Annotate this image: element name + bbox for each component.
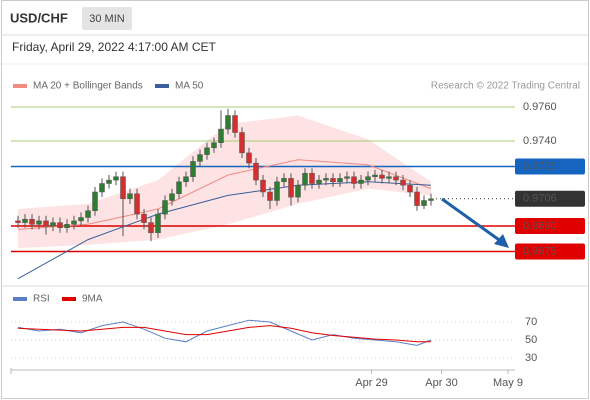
candle-body [99,183,105,193]
candle-body [239,132,245,154]
candle-body [148,222,154,234]
candle-body [358,179,364,184]
forecast-arrow [441,197,509,248]
candle-body [365,176,371,181]
candle-body [260,179,266,193]
candle-body [379,174,385,179]
candle-body [211,142,217,149]
source: Research © 2022 Trading Central [431,81,580,92]
candle-body [407,184,413,193]
candle-body [337,178,343,183]
level-label: 0.9725 [523,160,557,172]
candle-body [288,178,294,198]
candle-body [246,152,252,164]
timeframe-badge[interactable] [82,7,132,30]
candle-body [92,191,98,211]
candle-body [386,176,392,179]
candle-body [183,176,189,183]
series-line [17,325,431,343]
level-badge [515,218,585,234]
candle-body [421,200,427,206]
candle-body [78,217,84,222]
candle-body [29,218,35,225]
y-tick-label: 70 [525,316,537,328]
candle-body [330,178,336,183]
legend-label: RSI [33,294,50,305]
candle-body [267,191,273,201]
level-label: 0.9760 [523,101,557,113]
candle-body [302,173,308,186]
candle-body [344,176,350,179]
subtitle: Friday, April 29, 2022 4:17:00 AM CET [12,40,217,54]
candle-body [64,224,70,228]
candle-body [134,193,140,215]
candle-body [169,193,175,201]
bollinger-band [18,115,431,249]
candle-body [155,213,161,234]
y-tick-label: 30 [525,352,537,364]
level-badge [515,243,585,260]
candle-body [15,220,21,223]
candle-body [162,200,168,215]
legend-swatch [13,297,27,301]
candle-body [218,128,224,143]
candle-body [351,176,357,184]
candle-body [414,191,420,206]
candle-body [323,178,329,181]
candle-body [36,220,42,225]
legend-label: 9MA [82,294,103,305]
candle-body [71,220,77,225]
plot: 0.9760 0.9740 0.9725 0.9706 0.9690 0.9675 30 50… [11,101,585,389]
candle-body [57,222,63,228]
level-label: 0.9706 [523,193,557,205]
y-tick-label: 50 [525,334,537,346]
arrow-head [494,234,509,248]
candle-body [393,176,399,181]
candle-body [309,173,315,184]
x-tick-label: Apr 29 [355,377,387,389]
candle-body [43,220,49,227]
level-label: 0.9740 [523,135,557,147]
legend-swatch [155,84,169,88]
candle-body [316,179,322,184]
legend-swatch [13,84,27,88]
chart-title: USD/CHF [10,10,68,25]
timeframe[interactable]: 30 MIN [89,13,125,25]
candle-body [253,162,259,181]
legend-label: MA 20 + Bollinger Bands [33,81,143,92]
candle-body [190,161,196,177]
level-label: 0.9690 [523,220,557,232]
candle-body [295,184,301,198]
level-label: 0.9675 [523,245,557,257]
series-line [17,319,432,346]
arrow-shaft [441,197,503,244]
candle-body [106,179,112,184]
series-line [17,159,432,230]
candle-body [372,174,378,177]
candle-body [225,115,231,130]
legend-swatch [62,297,76,301]
candle-body [428,198,434,201]
candle-body [400,179,406,186]
candle-body [281,178,287,183]
level-badge [515,158,585,175]
x-tick-label: Apr 30 [425,377,457,389]
candle-body [141,213,147,223]
candle-body [204,147,210,155]
candle-body [127,193,133,200]
level-badge [515,190,585,207]
candle-body [197,154,203,162]
candle-body [176,181,182,194]
candle-body [113,176,119,181]
candle-body [120,176,126,200]
x-tick-label: May 9 [493,377,523,389]
candle-body [274,181,280,201]
legend-label: MA 50 [175,81,204,92]
candle-body [50,222,56,227]
candle-body [85,210,91,218]
candle-body [232,115,238,133]
candle-body [22,218,28,223]
